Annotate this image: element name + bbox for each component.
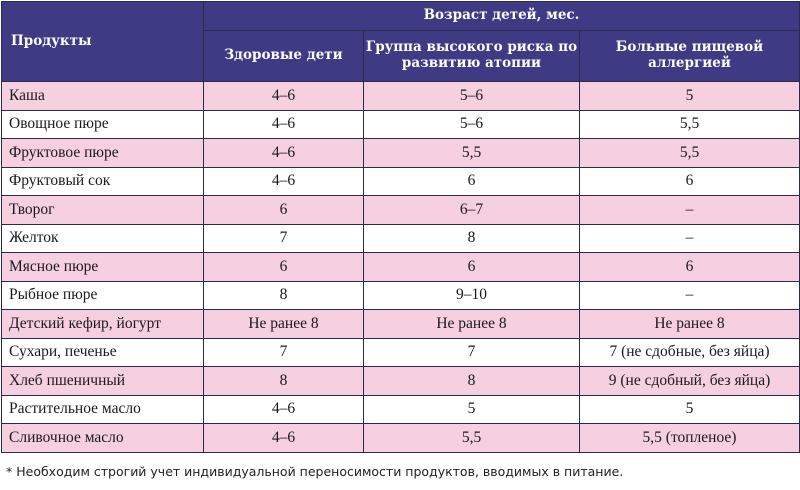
header-age-group: Возраст детей, мес.: [203, 1, 800, 31]
table-row: Мясное пюре 6 6 6: [1, 252, 800, 282]
table-row: Овощное пюре 4–6 5–6 5,5: [1, 109, 800, 139]
product-name-cell: Желток: [1, 223, 204, 253]
header-food-allergy: Больные пищевой аллергией: [579, 30, 800, 82]
risk-age-cell: 6: [363, 252, 580, 282]
product-name-cell: Мясное пюре: [1, 252, 204, 282]
product-name-cell: Овощное пюре: [1, 109, 204, 139]
allergy-age-cell: 5,5 (топленое): [579, 423, 800, 453]
healthy-age-cell: 8: [203, 280, 364, 310]
product-name-cell: Хлеб пшеничный: [1, 366, 204, 396]
healthy-age-cell: 4–6: [203, 109, 364, 139]
complementary-feeding-table: Продукты Возраст детей, мес. Здоровые де…: [1, 1, 800, 453]
risk-age-cell: 8: [363, 223, 580, 253]
table-row: Хлеб пшеничный 8 8 9 (не сдобный, без яйца): [1, 366, 800, 396]
risk-age-cell: 5: [363, 394, 580, 424]
allergy-age-cell: 9 (не сдобный, без яйца): [579, 366, 800, 396]
product-name-cell: Рыбное пюре: [1, 280, 204, 310]
allergy-age-cell: 7 (не сдобные, без яйца): [579, 337, 800, 367]
table-row: Желток 7 8–: [1, 223, 800, 253]
table-row: Детский кефир, йогурт Не ранее 8 Не ранее …: [1, 309, 800, 339]
healthy-age-cell: 4–6: [203, 166, 364, 196]
table-row: Фруктовый сок 4–6 6 6: [1, 166, 800, 196]
healthy-age-cell: 4–6: [203, 423, 364, 453]
risk-age-cell: 5–6: [363, 81, 580, 111]
product-name-cell: Растительное масло: [1, 394, 204, 424]
allergy-age-cell: 5: [579, 81, 800, 111]
risk-age-cell: 6–7: [363, 195, 580, 225]
table-header: Продукты Возраст детей, мес. Здоровые де…: [1, 1, 800, 82]
risk-age-cell: 5,5: [363, 138, 580, 168]
table-row: Фруктовое пюре 4–6 5,5 5,5: [1, 138, 800, 168]
table-row: Каша 4–6 5–6 5: [1, 81, 800, 111]
healthy-age-cell: 4–6: [203, 138, 364, 168]
risk-age-cell: 6: [363, 166, 580, 196]
product-name-cell: Фруктовое пюре: [1, 138, 204, 168]
header-healthy-children: Здоровые дети: [203, 30, 364, 82]
healthy-age-cell: 4–6: [203, 81, 364, 111]
table-row: Рыбное пюре 8 9–10–: [1, 280, 800, 310]
healthy-age-cell: 6: [203, 252, 364, 282]
footnote: * Необходим строгий учет индивидуальной …: [6, 464, 624, 479]
allergy-age-cell: –: [579, 223, 800, 253]
allergy-age-cell: 6: [579, 166, 800, 196]
risk-age-cell: 7: [363, 337, 580, 367]
product-name-cell: Творог: [1, 195, 204, 225]
product-name-cell: Каша: [1, 81, 204, 111]
risk-age-cell: 8: [363, 366, 580, 396]
allergy-age-cell: 6: [579, 252, 800, 282]
table-row: Сливочное масло 4–6 5,5 5,5 (топленое): [1, 423, 800, 453]
table-row: Творог 6 6–7–: [1, 195, 800, 225]
table-row: Сухари, печенье 7 7 7 (не сдобные, без яйца…: [1, 337, 800, 367]
allergy-age-cell: 5,5: [579, 138, 800, 168]
allergy-age-cell: 5: [579, 394, 800, 424]
table-body: Каша 4–6 5–6 5 Овощное пюре 4–6 5–6 5,5 Фруктово…: [1, 81, 800, 453]
healthy-age-cell: 7: [203, 223, 364, 253]
risk-age-cell: 5–6: [363, 109, 580, 139]
healthy-age-cell: 4–6: [203, 394, 364, 424]
risk-age-cell: 9–10: [363, 280, 580, 310]
header-products: Продукты: [1, 1, 204, 82]
product-name-cell: Сливочное масло: [1, 423, 204, 453]
header-high-risk-group: Группа высокого риска по развитию атопии: [363, 30, 580, 82]
healthy-age-cell: 8: [203, 366, 364, 396]
product-name-cell: Детский кефир, йогурт: [1, 309, 204, 339]
product-name-cell: Фруктовый сок: [1, 166, 204, 196]
allergy-age-cell: 5,5: [579, 109, 800, 139]
risk-age-cell: 5,5: [363, 423, 580, 453]
healthy-age-cell: 7: [203, 337, 364, 367]
product-name-cell: Сухари, печенье: [1, 337, 204, 367]
allergy-age-cell: Не ранее 8: [579, 309, 800, 339]
table-row: Растительное масло 4–6 5 5: [1, 394, 800, 424]
healthy-age-cell: 6: [203, 195, 364, 225]
healthy-age-cell: Не ранее 8: [203, 309, 364, 339]
risk-age-cell: Не ранее 8: [363, 309, 580, 339]
allergy-age-cell: –: [579, 280, 800, 310]
allergy-age-cell: –: [579, 195, 800, 225]
